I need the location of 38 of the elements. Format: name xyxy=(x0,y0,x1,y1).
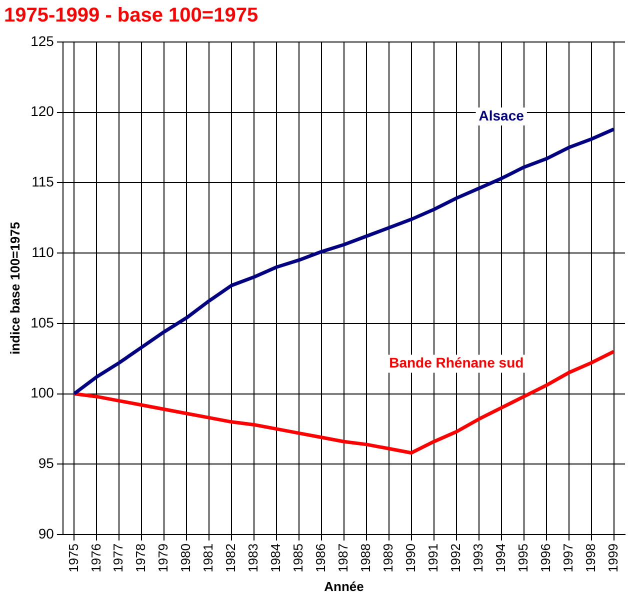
x-tick-label: 1993 xyxy=(470,543,486,572)
y-axis-title: indice base 100=1975 xyxy=(7,222,22,355)
x-tick-label: 1983 xyxy=(246,543,261,572)
x-tick-label: 1992 xyxy=(448,543,463,572)
text: Alsace xyxy=(478,107,524,124)
x-tick-label: 1994 xyxy=(492,543,508,572)
y-tick-label: 100 xyxy=(30,384,54,401)
x-tick-label: 1986 xyxy=(313,543,328,572)
x-tick-label: 1982 xyxy=(223,543,238,572)
y-tick-label: 110 xyxy=(32,244,54,260)
x-tick-label: 1997 xyxy=(560,543,576,572)
y-tick-label: 115 xyxy=(32,174,54,190)
x-tick-label: 1998 xyxy=(582,543,598,572)
x-tick-label: 1995 xyxy=(515,543,530,572)
x-tick-label: 1987 xyxy=(336,543,351,572)
x-tick-label: 1996 xyxy=(538,543,553,572)
y-tick-label: 95 xyxy=(38,454,54,471)
y-tick-label: 120 xyxy=(30,103,54,120)
x-tick-label: 1989 xyxy=(380,543,396,572)
x-tick-label: 1999 xyxy=(605,543,620,572)
x-tick-label: 1984 xyxy=(268,543,284,572)
x-tick-label: 1975 xyxy=(66,543,81,572)
x-axis-title: Année xyxy=(324,578,364,594)
x-tick-label: 1990 xyxy=(403,543,418,572)
x-tick-label: 1981 xyxy=(200,543,216,572)
chart-title: 1975-1999 - base 100=1975 xyxy=(4,4,258,27)
y-tick-label: 125 xyxy=(30,32,54,49)
x-tick-label: 1980 xyxy=(178,543,194,572)
series-label: Bande Rhénane sud xyxy=(389,354,524,371)
y-tick-label: 90 xyxy=(38,525,54,542)
x-tick-label: 1991 xyxy=(425,543,440,572)
x-tick-label: 1977 xyxy=(110,543,126,572)
x-tick-label: 1978 xyxy=(133,543,148,572)
y-tick-label: 105 xyxy=(30,314,54,330)
x-tick-label: 1985 xyxy=(290,543,306,572)
x-tick-label: 1979 xyxy=(156,543,171,572)
x-tick-label: 1988 xyxy=(358,543,374,572)
x-tick-label: 1976 xyxy=(88,543,104,572)
